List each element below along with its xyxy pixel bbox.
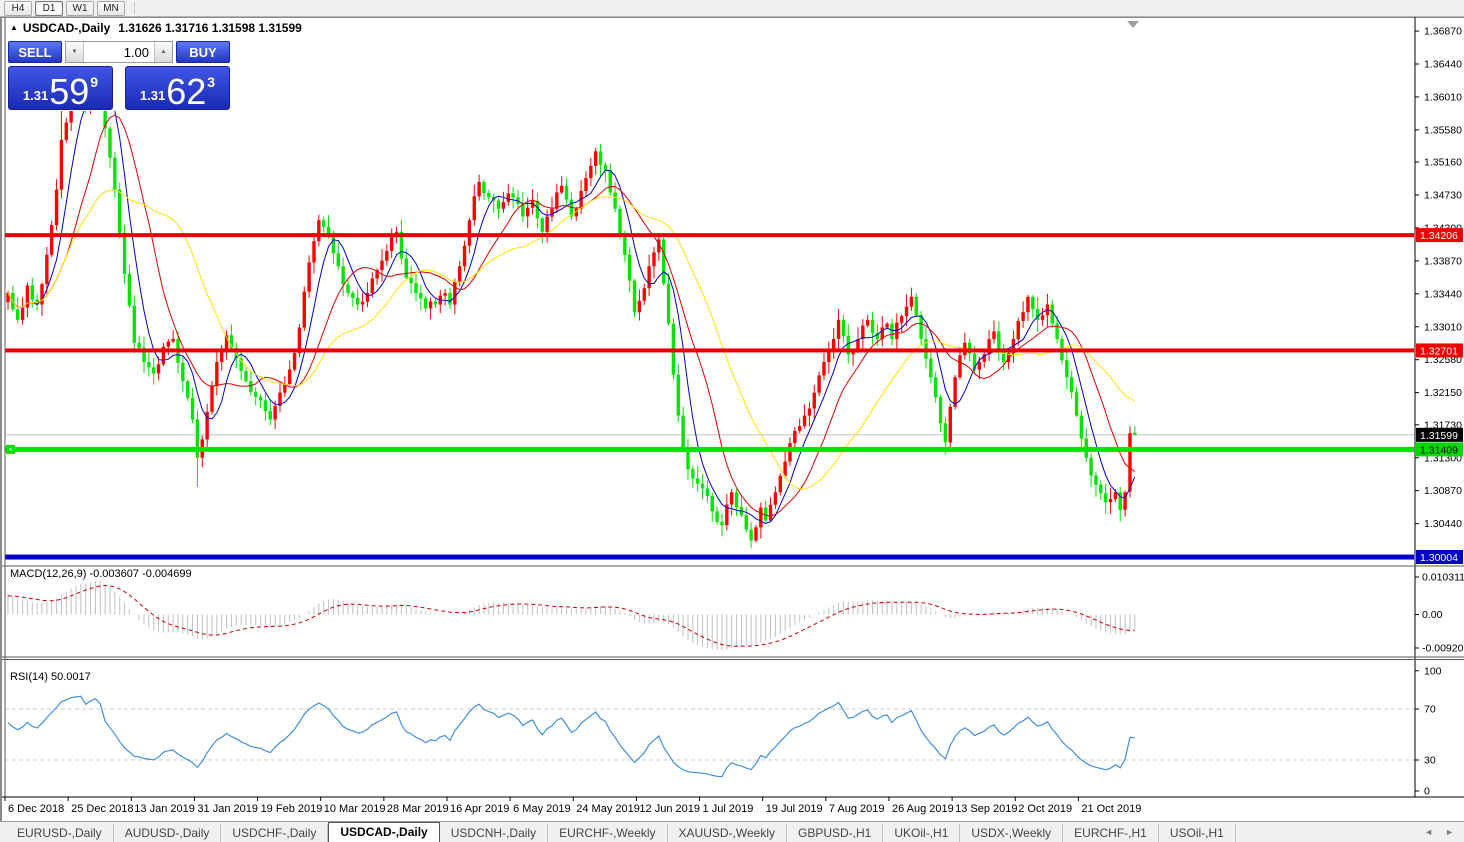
volume-increase-button[interactable]: ▲ bbox=[154, 42, 172, 62]
chart-tab-usdchf-daily[interactable]: USDCHF-,Daily bbox=[221, 824, 329, 842]
sell-price-panel[interactable]: 1.31 59 9 bbox=[8, 66, 113, 110]
tab-scroll-arrows: ◄ ► bbox=[1424, 827, 1464, 837]
chart-tab-xauusd-weekly[interactable]: XAUUSD-,Weekly bbox=[668, 824, 787, 842]
chart-tabs: EURUSD-,Daily AUDUSD-,Daily USDCHF-,Daily U… bbox=[6, 822, 1236, 842]
buy-price-big: 62 bbox=[166, 71, 207, 112]
buy-price-prefix: 1.31 bbox=[139, 88, 166, 103]
chart-tab-usdcad-daily[interactable]: USDCAD-,Daily bbox=[328, 822, 440, 842]
chart-tab-eurchf-h1[interactable]: EURCHF-,H1 bbox=[1063, 824, 1159, 842]
volume-spinner: ▼ ▲ bbox=[65, 41, 173, 63]
chart-tab-bar: EURUSD-,Daily AUDUSD-,Daily USDCHF-,Daily U… bbox=[0, 821, 1464, 842]
chart-tab-eurusd-daily[interactable]: EURUSD-,Daily bbox=[6, 824, 114, 842]
chart-tab-ukoil-h1[interactable]: UKOil-,H1 bbox=[883, 824, 961, 842]
buy-price-sup: 3 bbox=[207, 74, 216, 90]
collapse-panel-icon[interactable]: ▲ bbox=[10, 23, 18, 32]
timeframe-buttons: H4 D1 W1 MN bbox=[4, 0, 128, 16]
tab-scroll-left-icon[interactable]: ◄ bbox=[1424, 827, 1434, 837]
buy-price-panel[interactable]: 1.31 62 3 bbox=[125, 66, 230, 110]
timeframe-button-mn[interactable]: MN bbox=[97, 0, 125, 16]
sell-price-prefix: 1.31 bbox=[22, 88, 49, 103]
volume-decrease-button[interactable]: ▼ bbox=[66, 42, 84, 62]
chart-symbol-label: USDCAD-,Daily bbox=[22, 21, 111, 35]
rsi-indicator-label: RSI(14) 50.0017 bbox=[10, 671, 91, 683]
timeframe-button-d1[interactable]: D1 bbox=[35, 0, 63, 16]
chart-tab-audusd-daily[interactable]: AUDUSD-,Daily bbox=[114, 824, 222, 842]
chart-title-bar: ▲ USDCAD-,Daily 1.31626 1.31716 1.31598 1.… bbox=[10, 21, 302, 35]
chart-tab-usoil-h1[interactable]: USOil-,H1 bbox=[1159, 824, 1236, 842]
sell-price-big: 59 bbox=[49, 71, 90, 112]
chart-tab-usdcnh-daily[interactable]: USDCNH-,Daily bbox=[440, 824, 549, 842]
chart-tab-usdx-weekly[interactable]: USDX-,Weekly bbox=[960, 824, 1064, 842]
volume-input[interactable] bbox=[84, 42, 154, 62]
sell-price-sup: 9 bbox=[90, 74, 99, 90]
toolbar-separator bbox=[134, 2, 135, 14]
chart-ohlc-quote: 1.31626 1.31716 1.31598 1.31599 bbox=[118, 21, 302, 35]
timeframe-button-w1[interactable]: W1 bbox=[66, 0, 94, 16]
sell-button[interactable]: SELL bbox=[8, 41, 62, 63]
macd-indicator-label: MACD(12,26,9) -0.003607 -0.004699 bbox=[10, 568, 192, 580]
chart-tab-gbpusd-h1[interactable]: GBPUSD-,H1 bbox=[787, 824, 884, 842]
chart-window bbox=[0, 17, 1464, 821]
timeframe-toolbar: H4 D1 W1 MN bbox=[0, 0, 1464, 17]
timeframe-button-h4[interactable]: H4 bbox=[4, 0, 32, 16]
buy-button[interactable]: BUY bbox=[176, 41, 230, 63]
chart-tab-eurchf-weekly[interactable]: EURCHF-,Weekly bbox=[548, 824, 668, 842]
tab-scroll-right-icon[interactable]: ► bbox=[1445, 827, 1454, 837]
